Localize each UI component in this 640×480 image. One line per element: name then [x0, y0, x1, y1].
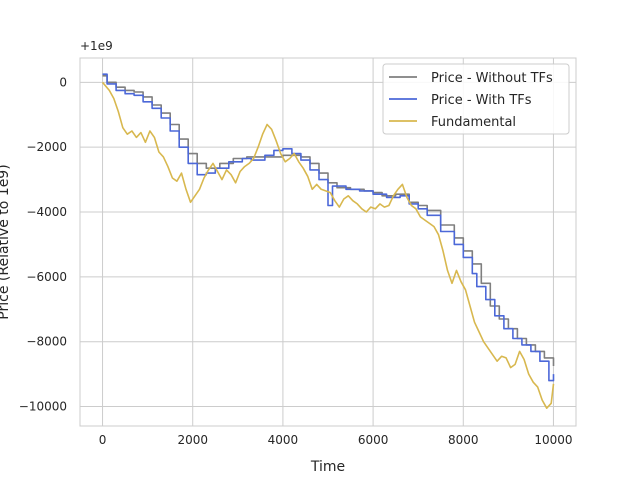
series-line-0 [102, 75, 555, 366]
tick-labels: 0 2000 4000 6000 8000 10000 0 −2000 −4000 −6000 −8… [19, 75, 573, 447]
series-line-2 [101, 81, 555, 409]
x-tick-label: 6000 [358, 433, 389, 447]
y-axis-label: Price (Relative to 1e9) [0, 164, 12, 319]
legend-label: Price - With TFs [431, 93, 532, 108]
x-tick-label: 4000 [268, 433, 299, 447]
y-tick-label: −4000 [26, 205, 67, 219]
y-tick-label: −10000 [19, 400, 67, 414]
y-tick-label: −6000 [26, 270, 67, 284]
x-axis-label: Time [310, 459, 345, 475]
series-lines [101, 73, 555, 409]
x-tick-label: 0 [99, 433, 107, 447]
axes-frame [79, 57, 577, 427]
legend-label: Fundamental [431, 115, 516, 130]
legend-label: Price - Without TFs [431, 71, 553, 86]
y-tick-label: 0 [59, 75, 67, 89]
axis-offset-label: +1e9 [80, 39, 113, 53]
y-tick-label: −2000 [26, 140, 67, 154]
legend-box [382, 63, 570, 135]
y-tick-label: −8000 [26, 335, 67, 349]
x-tick-label: 2000 [177, 433, 208, 447]
x-tick-label: 10000 [534, 433, 572, 447]
series-line-1 [102, 73, 555, 382]
x-tick-label: 8000 [448, 433, 479, 447]
legend: Price - Without TFs Price - With TFs Funda… [382, 63, 570, 135]
